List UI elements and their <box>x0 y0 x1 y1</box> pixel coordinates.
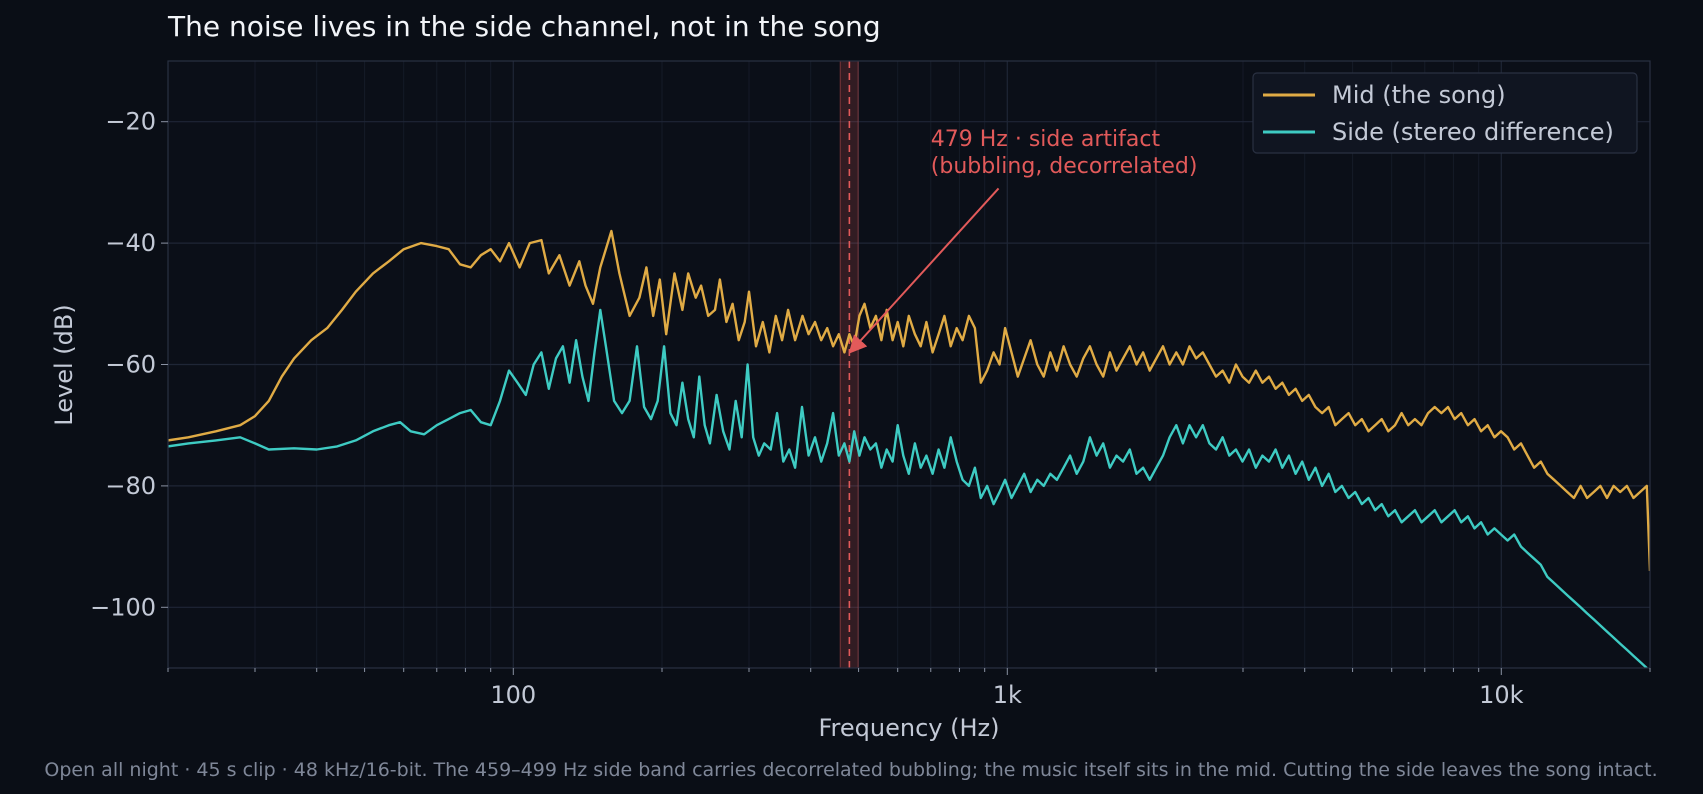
legend-box <box>1252 72 1638 154</box>
legend-label-mid: Mid (the song) <box>1332 81 1506 109</box>
series-line-side <box>168 308 1648 668</box>
y-tick-label: −80 <box>105 472 156 500</box>
annotation: 479 Hz · side artifact(bubbling, decorre… <box>848 127 1198 354</box>
x-tick-label: 100 <box>490 681 536 709</box>
y-axis: −20 −40 −60 −80 −100 <box>90 108 168 621</box>
y-tick-label: −100 <box>90 593 156 621</box>
x-tick-label: 10k <box>1479 681 1524 709</box>
legend: Mid (the song) Side (stereo difference) <box>1252 72 1638 154</box>
annotation-arrow <box>848 187 1000 354</box>
y-tick-label: −60 <box>105 351 156 379</box>
chart-title: The noise lives in the side channel, not… <box>167 10 881 43</box>
series-line-mid <box>168 229 1650 571</box>
x-axis-label: Frequency (Hz) <box>819 714 1000 742</box>
x-tick-label: 1k <box>993 681 1022 709</box>
series-layer <box>168 229 1650 668</box>
y-tick-label: −40 <box>105 229 156 257</box>
annotation-text-line: (bubbling, decorrelated) <box>931 154 1198 179</box>
y-tick-label: −20 <box>105 108 156 136</box>
y-axis-label: Level (dB) <box>50 304 78 425</box>
x-axis: 100 1k 10k <box>167 668 1651 709</box>
caption: Open all night · 45 s clip · 48 kHz/16-b… <box>44 759 1657 781</box>
highlight-band <box>839 61 859 668</box>
legend-label-side: Side (stereo difference) <box>1332 118 1614 146</box>
annotation-text-line: 479 Hz · side artifact <box>931 127 1161 152</box>
